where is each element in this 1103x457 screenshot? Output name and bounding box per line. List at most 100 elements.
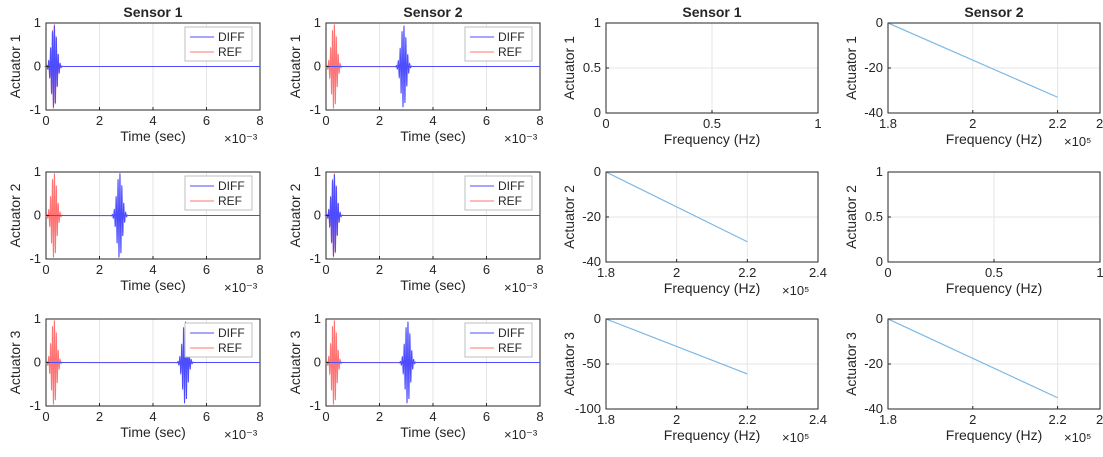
x-tick-label: 2 xyxy=(96,113,103,128)
panel-f31: 1.8 2 2.2 2.4 -100 -50 0 Frequency (Hz) ×10⁵ Actu… xyxy=(561,311,827,445)
x-tick-label: 2 xyxy=(376,262,383,277)
panel-title: Sensor 2 xyxy=(964,4,1023,20)
x-tick-label: 2 xyxy=(376,113,383,128)
x-tick-label: 8 xyxy=(536,113,543,128)
x-exponent-label: ×10⁻³ xyxy=(224,280,258,295)
y-axis-label: Actuator 2 xyxy=(561,185,577,249)
y-tick-label: -40 xyxy=(582,254,601,269)
x-exponent-label: ×10⁵ xyxy=(1064,134,1091,149)
y-tick-label: -20 xyxy=(864,356,883,371)
y-axis-label: Actuator 2 xyxy=(287,183,303,247)
spectrum-line xyxy=(605,171,748,243)
series-line-ref xyxy=(44,173,261,259)
legend-box xyxy=(184,175,253,211)
x-exponent-label: ×10⁻³ xyxy=(224,131,258,146)
series-line-diff xyxy=(325,25,541,108)
y-tick-label: 0 xyxy=(594,311,601,326)
y-tick-label: 1 xyxy=(314,164,321,179)
x-axis-label: Frequency (Hz) xyxy=(946,280,1042,296)
spectrum-line xyxy=(605,318,748,375)
y-tick-label: 1 xyxy=(34,311,41,326)
x-exponent-label: ×10⁵ xyxy=(1064,430,1091,445)
x-tick-label: 1 xyxy=(814,116,821,131)
legend-entry-ref: REF xyxy=(498,194,522,208)
y-axis-label: Actuator 3 xyxy=(287,330,303,394)
y-tick-label: 0 xyxy=(34,59,41,74)
x-tick-label: 4 xyxy=(429,262,436,277)
y-tick-label: 0 xyxy=(34,355,41,370)
x-tick-label: 2 xyxy=(673,412,680,427)
series-line-diff xyxy=(325,321,541,404)
x-exponent-label: ×10⁻³ xyxy=(504,280,538,295)
x-tick-label: 4 xyxy=(149,409,156,424)
y-tick-label: -50 xyxy=(582,356,601,371)
y-axis-label: Actuator 3 xyxy=(561,332,577,396)
y-axis-label: Actuator 2 xyxy=(7,183,23,247)
y-tick-label: -20 xyxy=(864,60,883,75)
x-tick-label: 8 xyxy=(256,113,263,128)
legend-box xyxy=(464,26,533,62)
y-tick-label: 0 xyxy=(876,15,883,30)
x-axis-label: Time (sec) xyxy=(400,277,466,293)
legend-entry-diff: DIFF xyxy=(218,179,245,193)
y-axis-label: Actuator 1 xyxy=(843,36,859,100)
y-tick-label: 1 xyxy=(34,164,41,179)
series-line-ref xyxy=(324,320,541,406)
x-axis-label: Time (sec) xyxy=(120,277,186,293)
legend-box xyxy=(464,322,533,358)
legend-entry-ref: REF xyxy=(498,341,522,355)
y-tick-label: 0 xyxy=(594,105,601,120)
x-axis-label: Time (sec) xyxy=(120,128,186,144)
x-tick-label: 0 xyxy=(602,116,609,131)
x-tick-label: 1.8 xyxy=(597,412,615,427)
x-tick-label: 2 xyxy=(96,409,103,424)
x-tick-label: 6 xyxy=(483,113,490,128)
x-tick-label: 0 xyxy=(42,409,49,424)
legend-entry-diff: DIFF xyxy=(498,179,525,193)
x-tick-label: 6 xyxy=(483,409,490,424)
series-line-diff xyxy=(44,25,261,108)
y-tick-label: 1 xyxy=(314,15,321,30)
y-tick-label: 1 xyxy=(314,311,321,326)
y-axis-label: Actuator 1 xyxy=(561,36,577,100)
x-tick-label: 8 xyxy=(256,262,263,277)
x-tick-label: 6 xyxy=(483,262,490,277)
x-tick-label: 1.8 xyxy=(597,265,615,280)
y-axis-label: Actuator 3 xyxy=(843,332,859,396)
x-tick-label: 0 xyxy=(42,262,49,277)
x-exponent-label: ×10⁻³ xyxy=(504,131,538,146)
y-tick-label: -100 xyxy=(575,401,601,416)
legend-entry-diff: DIFF xyxy=(218,326,245,340)
x-tick-label: 4 xyxy=(429,113,436,128)
x-tick-label: 2 xyxy=(376,409,383,424)
x-tick-label: 2.4 xyxy=(809,265,827,280)
y-tick-label: -1 xyxy=(309,102,321,117)
x-axis-label: Frequency (Hz) xyxy=(946,427,1042,443)
y-tick-label: 0 xyxy=(876,254,883,269)
panel-f12: 1.8 2 2.2 2. -40 -20 0 Frequency (Hz) ×10⁵ Actuat… xyxy=(843,4,1103,149)
panel-f21: 1.8 2 2.2 2.4 -40 -20 0 Frequency (Hz) ×10⁵ Actua… xyxy=(561,164,827,298)
x-tick-label: 0 xyxy=(322,409,329,424)
x-tick-label: 0.5 xyxy=(703,116,721,131)
x-tick-label: 4 xyxy=(149,113,156,128)
series-line-ref xyxy=(44,320,261,406)
spectrum-line xyxy=(887,318,1058,399)
x-exponent-label: ×10⁻³ xyxy=(504,427,538,442)
y-tick-label: 1 xyxy=(34,15,41,30)
x-tick-label: 2 xyxy=(673,265,680,280)
y-axis-label: Actuator 1 xyxy=(287,34,303,98)
y-tick-label: -1 xyxy=(309,398,321,413)
series-line-diff xyxy=(324,174,541,257)
series-line-diff xyxy=(45,173,261,259)
x-exponent-label: ×10⁻³ xyxy=(224,427,258,442)
